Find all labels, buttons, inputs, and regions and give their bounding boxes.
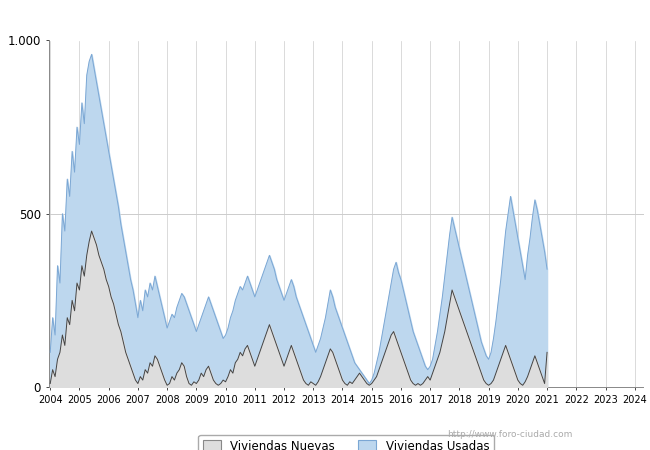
Legend: Viviendas Nuevas, Viviendas Usadas: Viviendas Nuevas, Viviendas Usadas — [198, 435, 494, 450]
Text: http://www.foro-ciudad.com: http://www.foro-ciudad.com — [447, 430, 572, 439]
Text: Dos Hermanas - Evolucion del Nº de Transacciones Inmobiliarias: Dos Hermanas - Evolucion del Nº de Trans… — [111, 12, 539, 25]
